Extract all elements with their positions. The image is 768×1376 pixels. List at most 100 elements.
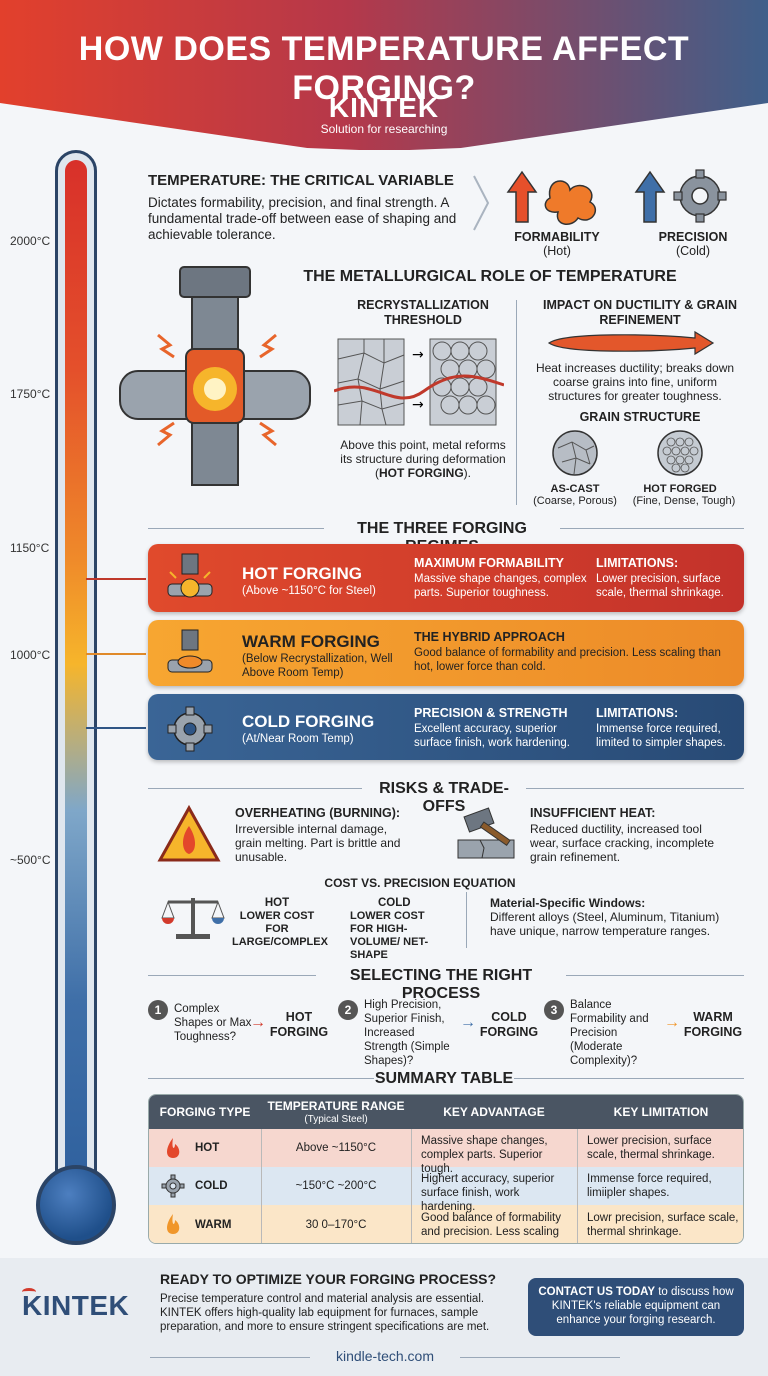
regimes-rule-left bbox=[148, 528, 324, 529]
warm-forging-card[interactable]: WARM FORGING (Below Recrystallization, W… bbox=[148, 620, 744, 686]
row-hot-range: Above ~1150°C bbox=[295, 1142, 377, 1154]
step-2-result: COLD FORGING bbox=[479, 1010, 539, 1039]
overheat-body: Irreversible internal damage, grain melt… bbox=[235, 822, 401, 864]
temp-label-1750: 1750°C bbox=[10, 387, 51, 401]
selecting-rule-left bbox=[148, 975, 316, 976]
warm-forging-icon bbox=[167, 629, 213, 673]
cold-tick bbox=[86, 727, 146, 729]
row-hot-limitation: Lower precision, surface scale, thermal … bbox=[587, 1135, 715, 1161]
row-warm-type: WARM bbox=[195, 1219, 232, 1231]
brand-tagline: Solution for researching bbox=[320, 122, 448, 136]
header-banner bbox=[0, 0, 768, 150]
warm-forging-d1: Good balance of formability and precisio… bbox=[414, 647, 721, 673]
summary-table: FORGING TYPE TEMPERATURE RANGE (Typical … bbox=[148, 1094, 744, 1244]
logo-swoosh-icon bbox=[22, 1288, 36, 1296]
ductility-arrow-icon bbox=[547, 330, 715, 356]
thermometer-bulb bbox=[36, 1165, 116, 1245]
row-warm-range: 30 0–170°C bbox=[305, 1219, 367, 1231]
insufficient-title: INSUFFICIENT HEAT: bbox=[530, 806, 656, 820]
summary-rule-right bbox=[514, 1078, 744, 1079]
contact-us-button[interactable]: CONTACT US TODAY to discuss how KINTEK's… bbox=[528, 1278, 744, 1336]
row-cold-type: COLD bbox=[195, 1180, 228, 1192]
cost-title: COST VS. PRECISION EQUATION bbox=[324, 876, 516, 890]
balance-scale-icon bbox=[161, 898, 225, 939]
url-rule-left bbox=[150, 1357, 310, 1358]
gear-icon bbox=[167, 706, 213, 752]
table-divider bbox=[411, 1129, 412, 1243]
cold-forging-sub: (At/Near Room Temp) bbox=[242, 733, 354, 745]
cold-forging-h2: LIMITATIONS: bbox=[596, 706, 679, 720]
th-temp-range: TEMPERATURE RANGE bbox=[267, 1099, 405, 1113]
hotforged-label: HOT FORGED bbox=[643, 483, 717, 495]
brand-logo[interactable]: KINTEK Solution for researching bbox=[314, 92, 454, 136]
formability-icon bbox=[506, 170, 596, 225]
precision-icon bbox=[634, 169, 727, 223]
recryst-title: RECRYSTALLIZATION THRESHOLD bbox=[357, 298, 489, 327]
intro-body: Dictates formability, precision, and fin… bbox=[148, 195, 457, 242]
thermometer-fill bbox=[65, 160, 87, 1210]
hot-forging-h2: LIMITATIONS: bbox=[596, 556, 679, 570]
temp-label-500: ~500°C bbox=[10, 853, 51, 867]
hot-forging-sub: (Above ~1150°C for Steel) bbox=[242, 585, 376, 597]
hot-forging-d2: Lower precision, surface scale, thermal … bbox=[596, 573, 724, 599]
material-title: Material-Specific Windows: bbox=[490, 896, 646, 910]
hammer-icon bbox=[457, 807, 515, 859]
warm-tick bbox=[86, 653, 146, 655]
hot-tick bbox=[86, 578, 146, 580]
precision-label: PRECISION bbox=[658, 230, 728, 244]
forging-press-illustration bbox=[119, 266, 311, 486]
row-cold-range: ~150°C ~200°C bbox=[295, 1180, 377, 1192]
table-row bbox=[149, 1205, 743, 1243]
risks-rule-left bbox=[148, 788, 362, 789]
metallurgy-divider bbox=[516, 300, 517, 505]
recryst-body: Above this point, metal reforms its stru… bbox=[340, 438, 506, 480]
cost-cold-body: LOWER COST FOR HIGH-VOLUME/ NET-SHAPE bbox=[350, 910, 429, 961]
step-1-result: HOT FORGING bbox=[269, 1010, 329, 1039]
summary-table-header bbox=[149, 1095, 743, 1129]
hot-forged-grain-icon bbox=[657, 430, 703, 476]
cold-forging-card[interactable]: COLD FORGING (At/Near Room Temp) PRECISI… bbox=[148, 694, 744, 760]
table-row bbox=[149, 1129, 743, 1167]
metallurgy-title: THE METALLURGICAL ROLE OF TEMPERATURE bbox=[303, 268, 677, 285]
brand-name: KINTEK bbox=[328, 92, 440, 123]
ascast-sub: (Coarse, Porous) bbox=[533, 495, 617, 507]
table-row bbox=[149, 1167, 743, 1205]
temp-label-2000: 2000°C bbox=[10, 234, 51, 248]
formability-label: FORMABILITY bbox=[514, 230, 600, 244]
table-divider bbox=[261, 1129, 262, 1243]
hot-forging-icon bbox=[167, 553, 213, 598]
svg-text:→: → bbox=[412, 397, 424, 413]
warning-fire-icon bbox=[157, 804, 221, 862]
th-key-advantage: KEY ADVANTAGE bbox=[443, 1105, 545, 1119]
chevron-right-icon bbox=[473, 175, 490, 231]
svg-text:→: → bbox=[412, 347, 424, 363]
regimes-rule-right bbox=[560, 528, 744, 529]
ductility-title: IMPACT ON DUCTILITY & GRAIN REFINEMENT bbox=[543, 298, 737, 327]
footer-brand-logo[interactable]: KINTEK bbox=[22, 1290, 130, 1321]
step-2-arrow-icon: → bbox=[460, 1014, 476, 1031]
row-cold-limitation: Immense force required, limiipler shapes… bbox=[587, 1173, 712, 1199]
hot-forging-d1: Massive shape changes, complex parts. Su… bbox=[414, 573, 587, 599]
hot-forging-card[interactable]: HOT FORGING (Above ~1150°C for Steel) MA… bbox=[148, 544, 744, 612]
footer-heading: READY TO OPTIMIZE YOUR FORGING PROCESS? bbox=[160, 1271, 497, 1287]
overheat-title: OVERHEATING (BURNING): bbox=[235, 806, 401, 820]
page-title: HOW DOES TEMPERATURE AFFECT FORGING? bbox=[78, 30, 690, 107]
cold-forging-d2: Immense force required, limited to simpl… bbox=[596, 723, 726, 749]
table-divider bbox=[577, 1129, 578, 1243]
warm-forging-h1: THE HYBRID APPROACH bbox=[414, 630, 565, 644]
th-forging-type: FORGING TYPE bbox=[159, 1105, 251, 1119]
flame-icon bbox=[167, 1138, 180, 1158]
footer-body: Precise temperature control and material… bbox=[160, 1293, 490, 1333]
cost-divider bbox=[466, 892, 467, 948]
step-2-text: High Precision, Superior Finish, Increas… bbox=[364, 999, 450, 1067]
cost-hot-label: HOT bbox=[264, 897, 290, 909]
th-key-limitation: KEY LIMITATION bbox=[613, 1105, 709, 1119]
step-1-arrow-icon: → bbox=[250, 1014, 266, 1031]
row-hot-advantage: Massive shape changes, complex parts. Su… bbox=[421, 1135, 548, 1175]
cost-hot-body: LOWER COST FOR LARGE/COMPLEX bbox=[232, 910, 328, 948]
step-1-number: 1 bbox=[148, 1000, 168, 1020]
footer-url-link[interactable]: kindle-tech.com bbox=[335, 1348, 435, 1364]
risks-title: RISKS & TRADE-OFFS bbox=[379, 780, 509, 815]
hot-forging-h1: MAXIMUM FORMABILITY bbox=[414, 556, 564, 570]
gear-icon bbox=[161, 1174, 185, 1198]
